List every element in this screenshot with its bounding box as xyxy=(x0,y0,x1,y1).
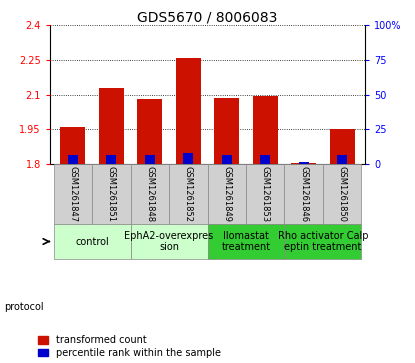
Bar xyxy=(284,164,323,224)
Bar xyxy=(137,99,162,164)
Text: GSM1261850: GSM1261850 xyxy=(338,166,347,222)
Bar xyxy=(92,164,131,224)
Bar xyxy=(291,163,316,164)
Bar xyxy=(214,98,239,164)
Text: EphA2-overexpres
sion: EphA2-overexpres sion xyxy=(124,231,214,252)
Bar xyxy=(54,164,92,224)
Text: Ilomastat
treatment: Ilomastat treatment xyxy=(221,231,271,252)
Bar xyxy=(260,155,270,164)
Text: GSM1261847: GSM1261847 xyxy=(68,166,77,222)
Text: Rho activator Calp
eptin treatment: Rho activator Calp eptin treatment xyxy=(278,231,368,252)
Text: GSM1261852: GSM1261852 xyxy=(184,166,193,222)
Text: GSM1261851: GSM1261851 xyxy=(107,166,116,222)
Bar xyxy=(131,224,208,259)
Bar xyxy=(60,127,85,164)
Bar xyxy=(54,224,131,259)
Text: GSM1261848: GSM1261848 xyxy=(145,166,154,222)
Bar xyxy=(246,164,284,224)
Bar xyxy=(106,155,116,164)
Bar xyxy=(337,155,347,164)
Bar xyxy=(323,164,361,224)
Bar xyxy=(145,155,155,164)
Text: protocol: protocol xyxy=(4,302,44,312)
Bar xyxy=(68,155,78,164)
Bar xyxy=(99,88,124,164)
Bar xyxy=(222,155,232,164)
Bar xyxy=(208,224,284,259)
Legend: transformed count, percentile rank within the sample: transformed count, percentile rank withi… xyxy=(38,335,220,358)
Bar xyxy=(208,164,246,224)
Bar xyxy=(299,162,309,164)
Text: GSM1261853: GSM1261853 xyxy=(261,166,270,222)
Bar xyxy=(183,152,193,164)
Text: GSM1261846: GSM1261846 xyxy=(299,166,308,222)
Title: GDS5670 / 8006083: GDS5670 / 8006083 xyxy=(137,10,278,24)
Text: GSM1261849: GSM1261849 xyxy=(222,166,231,222)
Bar xyxy=(169,164,208,224)
Bar xyxy=(131,164,169,224)
Text: control: control xyxy=(75,237,109,246)
Bar xyxy=(330,130,355,164)
Bar xyxy=(284,224,361,259)
Bar xyxy=(253,96,278,164)
Bar xyxy=(176,58,201,164)
